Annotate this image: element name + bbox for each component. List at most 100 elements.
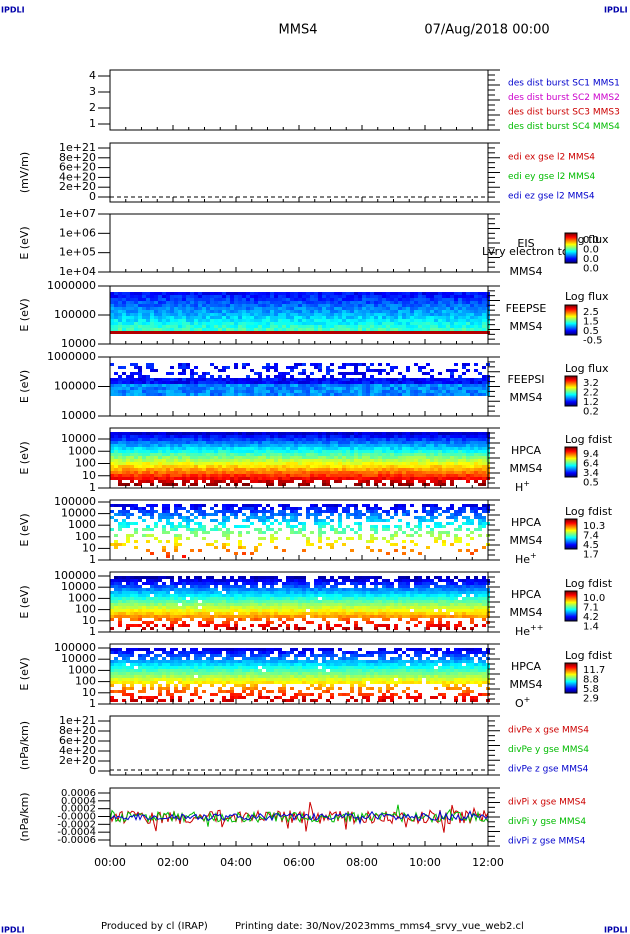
spectrogram-cell	[450, 450, 454, 453]
colorbar-cell	[565, 404, 577, 406]
spectrogram-cell	[142, 513, 146, 516]
spectrogram-cell	[418, 331, 422, 334]
spectrogram-cell	[386, 444, 390, 447]
spectrogram-cell	[238, 390, 242, 393]
spectrogram-cell	[342, 465, 346, 468]
spectrogram-cell	[334, 295, 338, 298]
spectrogram-cell	[370, 528, 374, 531]
spectrogram-cell	[302, 301, 306, 304]
spectrogram-cell	[178, 459, 182, 462]
spectrogram-cell	[262, 301, 266, 304]
spectrogram-cell	[162, 465, 166, 468]
spectrogram-cell	[438, 444, 442, 447]
spectrogram-cell	[158, 447, 162, 450]
spectrogram-cell	[474, 387, 478, 390]
spectrogram-cell	[234, 295, 238, 298]
spectrogram-cell	[122, 319, 126, 322]
spectrogram-cell	[354, 304, 358, 307]
spectrogram-cell	[150, 483, 154, 486]
spectrogram-cell	[482, 301, 486, 304]
colorbar-cell	[565, 251, 577, 253]
spectrogram-cell	[466, 307, 470, 310]
colorbar-cell	[565, 317, 577, 319]
spectrogram-cell	[442, 525, 446, 528]
spectrogram-cell	[158, 465, 162, 468]
spectrogram-cell	[282, 471, 286, 474]
colorbar-tick-label: 1.7	[583, 550, 599, 561]
spectrogram-cell	[198, 322, 202, 325]
spectrogram-cell	[310, 447, 314, 450]
y-axis-label: E (eV)	[18, 441, 31, 474]
spectrogram-cell	[254, 474, 258, 477]
spectrogram-cell	[146, 525, 150, 528]
spectrogram-cell	[402, 325, 406, 328]
spectrogram-cell	[242, 462, 246, 465]
spectrogram-cell	[354, 441, 358, 444]
spectrogram-cell	[186, 310, 190, 313]
spectrogram-cell	[414, 313, 418, 316]
spectrogram-cell	[450, 313, 454, 316]
spectrogram-cell	[474, 319, 478, 322]
spectrogram-cell	[214, 477, 218, 480]
colorbar-cell	[565, 318, 577, 320]
spectrogram-cell	[174, 432, 178, 435]
spectrogram-cell	[374, 292, 378, 295]
spectrogram-cell	[402, 462, 406, 465]
spectrogram-cell	[382, 462, 386, 465]
spectrogram-cell	[242, 292, 246, 295]
spectrogram-cell	[346, 325, 350, 328]
spectrogram-cell	[290, 366, 294, 369]
spectrogram-cell	[418, 450, 422, 453]
spectrogram-cell	[266, 331, 270, 334]
spectrogram-cell	[186, 387, 190, 390]
spectrogram-cell	[138, 387, 142, 390]
spectrogram-cell	[374, 384, 378, 387]
spectrogram-cell	[250, 552, 254, 555]
spectrogram-cell	[134, 474, 138, 477]
spectrogram-cell	[214, 438, 218, 441]
spectrogram-cell	[434, 474, 438, 477]
spectrogram-cell	[290, 438, 294, 441]
spectrogram-cell	[410, 462, 414, 465]
spectrogram-cell	[214, 546, 218, 549]
spectrogram-cell	[226, 465, 230, 468]
spectrogram-cell	[246, 507, 250, 510]
spectrogram-cell	[462, 384, 466, 387]
spectrogram-cell	[370, 313, 374, 316]
spectrogram-cell	[150, 513, 154, 516]
spectrogram-cell	[286, 381, 290, 384]
colorbar-cell	[565, 324, 577, 326]
spectrogram-cell	[110, 447, 114, 450]
spectrogram-cell	[482, 313, 486, 316]
spectrogram-cell	[450, 468, 454, 471]
spectrogram-cell	[282, 393, 286, 396]
spectrogram-cell	[270, 313, 274, 316]
spectrogram-cell	[406, 319, 410, 322]
spectrogram-cell	[482, 381, 486, 384]
spectrogram-cell	[382, 390, 386, 393]
spectrogram-cell	[118, 298, 122, 301]
spectrogram-cell	[130, 480, 134, 483]
spectrogram-cell	[454, 295, 458, 298]
spectrogram-cell	[266, 474, 270, 477]
spectrogram-cell	[322, 387, 326, 390]
spectrogram-cell	[174, 295, 178, 298]
spectrogram-cell	[358, 384, 362, 387]
spectrogram-cell	[482, 519, 486, 522]
spectrogram-cell	[318, 369, 322, 372]
spectrogram-cell	[474, 384, 478, 387]
spectrogram-cell	[342, 298, 346, 301]
spectrogram-cell	[302, 292, 306, 295]
y-axis-label: E (eV)	[18, 513, 31, 546]
spectrogram-cell	[442, 381, 446, 384]
spectrogram-cell	[182, 477, 186, 480]
spectrogram-cell	[334, 441, 338, 444]
spectrogram-cell	[342, 531, 346, 534]
spectrogram-cell	[414, 301, 418, 304]
spectrogram-cell	[426, 319, 430, 322]
spectrogram-cell	[306, 307, 310, 310]
spectrogram-cell	[126, 438, 130, 441]
spectrogram-cell	[450, 310, 454, 313]
spectrogram-cell	[146, 298, 150, 301]
spectrogram-cell	[294, 576, 298, 579]
